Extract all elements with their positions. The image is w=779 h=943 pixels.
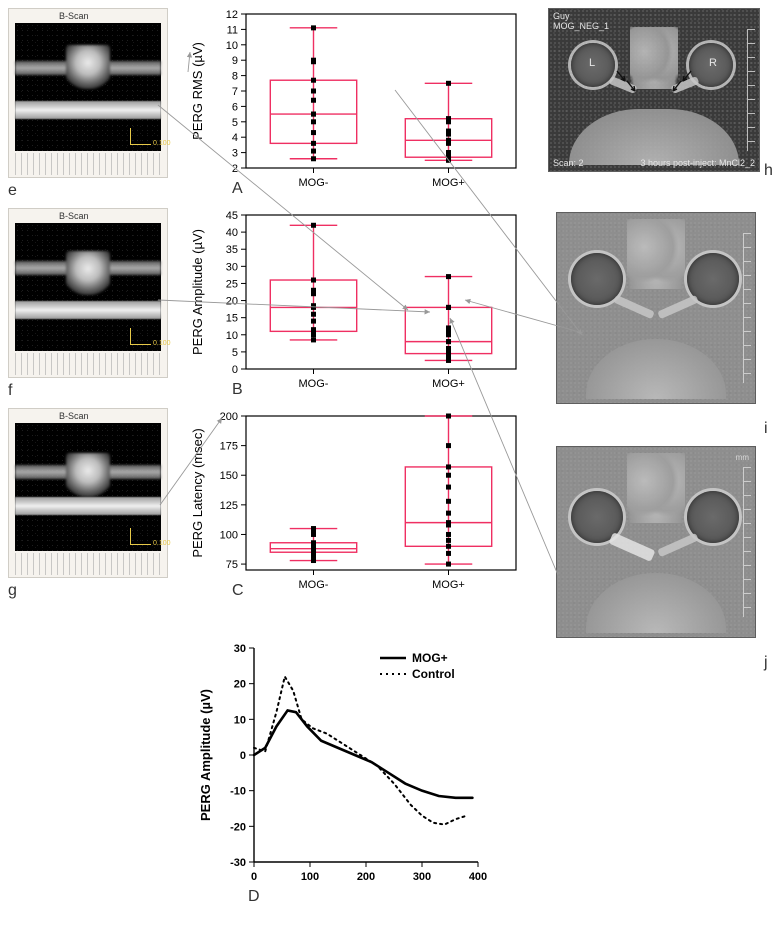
svg-text:0: 0 [232, 364, 238, 376]
svg-text:MOG+: MOG+ [412, 651, 448, 665]
label-i: i [764, 420, 768, 438]
oct-title: B-Scan [59, 211, 89, 221]
oct-scale-label: 0.100 [153, 540, 171, 547]
oct-image: 0.100 [15, 23, 161, 151]
mri-h-topleft: Guy [553, 11, 570, 21]
svg-text:100: 100 [301, 871, 319, 883]
svg-text:200: 200 [220, 411, 238, 423]
oct-axis-ticks [15, 153, 161, 175]
oct-title: B-Scan [59, 11, 89, 21]
svg-text:175: 175 [220, 441, 238, 453]
svg-text:PERG Amplitude (µV): PERG Amplitude (µV) [198, 689, 213, 821]
svg-text:0: 0 [240, 750, 246, 762]
oct-axis-ticks [15, 353, 161, 375]
svg-text:5: 5 [232, 117, 238, 129]
linechart-D: -30-20-1001020300100200300400PERG Amplit… [196, 634, 488, 892]
svg-text:10: 10 [234, 714, 246, 726]
svg-text:400: 400 [469, 871, 487, 883]
mri-panel-j: mm [556, 446, 756, 638]
svg-text:125: 125 [220, 500, 238, 512]
svg-text:40: 40 [226, 227, 238, 239]
svg-text:-20: -20 [230, 821, 246, 833]
label-g: g [8, 582, 17, 600]
boxplot-C: 75 100 125 150 175 200 PERG Latency (msec) MOG-… [188, 408, 528, 596]
mri-panel-h: Guy MOG_NEG_1 L R Scan: 2 3 hours post-i… [548, 8, 760, 172]
svg-text:6: 6 [232, 101, 238, 113]
boxplot-A: 2 3 4 5 6 7 8 9 10 11 12 PERG RMS (µV) MOG- MOG+ [188, 6, 528, 194]
oct-scale-label: 0.100 [153, 340, 171, 347]
svg-text:MOG-: MOG- [299, 378, 329, 390]
svg-text:11: 11 [227, 24, 238, 36]
svg-text:5: 5 [232, 347, 238, 359]
svg-text:PERG Amplitude (µV): PERG Amplitude (µV) [190, 229, 205, 355]
svg-text:0: 0 [251, 871, 257, 883]
label-D: D [248, 888, 260, 906]
oct-image: 0.100 [15, 223, 161, 351]
mri-h-arrow-icon [661, 79, 683, 101]
mri-panel-i [556, 212, 756, 404]
svg-text:25: 25 [226, 278, 238, 290]
svg-text:8: 8 [232, 71, 238, 83]
svg-text:150: 150 [220, 470, 238, 482]
svg-text:-30: -30 [230, 857, 246, 869]
oct-panel-g: B-Scan 0.100 [8, 408, 168, 578]
mri-h-arrow-icon [625, 79, 647, 101]
svg-text:10: 10 [226, 40, 238, 52]
svg-text:PERG RMS (µV): PERG RMS (µV) [190, 42, 205, 140]
svg-text:10: 10 [226, 330, 238, 342]
label-f: f [8, 382, 12, 400]
mri-h-topleft2: MOG_NEG_1 [553, 21, 609, 31]
svg-text:3: 3 [232, 148, 238, 160]
svg-text:35: 35 [226, 244, 238, 256]
oct-axis-ticks [15, 553, 161, 575]
boxplot-B: 0 5 10 15 20 25 30 35 40 45 PERG Amplitude (µV) MOG… [188, 207, 528, 395]
svg-text:30: 30 [234, 643, 246, 655]
svg-text:300: 300 [413, 871, 431, 883]
mri-h-bottom-right: 3 hours post-inject: MnCl2_2 [640, 158, 755, 168]
label-B: B [232, 381, 243, 399]
label-j: j [764, 654, 768, 672]
oct-scale-label: 0.100 [153, 140, 171, 147]
svg-text:9: 9 [232, 55, 238, 67]
svg-text:MOG+: MOG+ [432, 378, 465, 390]
label-C: C [232, 582, 244, 600]
svg-text:-10: -10 [230, 786, 246, 798]
svg-text:30: 30 [226, 261, 238, 273]
svg-text:2: 2 [232, 163, 238, 175]
svg-text:4: 4 [232, 132, 238, 144]
mri-scalebar [743, 233, 751, 383]
oct-title: B-Scan [59, 411, 89, 421]
svg-text:100: 100 [220, 529, 238, 541]
label-e: e [8, 182, 17, 200]
svg-text:12: 12 [226, 9, 238, 21]
svg-text:20: 20 [226, 296, 238, 308]
svg-text:Control: Control [412, 667, 455, 681]
svg-text:MOG-: MOG- [299, 579, 329, 591]
mri-h-L: L [589, 57, 595, 69]
svg-text:75: 75 [226, 559, 238, 571]
svg-text:MOG+: MOG+ [432, 177, 465, 189]
mri-scalebar [747, 29, 755, 151]
svg-text:PERG Latency (msec): PERG Latency (msec) [190, 428, 205, 557]
svg-text:200: 200 [357, 871, 375, 883]
svg-text:20: 20 [234, 679, 246, 691]
svg-text:MOG+: MOG+ [432, 579, 465, 591]
oct-panel-f: B-Scan 0.100 [8, 208, 168, 378]
label-h: h [764, 162, 773, 180]
mri-h-R: R [709, 57, 717, 69]
svg-text:45: 45 [226, 210, 238, 222]
oct-panel-e: B-Scan 0.100 [8, 8, 168, 178]
oct-image: 0.100 [15, 423, 161, 551]
mri-scalebar [743, 467, 751, 617]
svg-text:15: 15 [226, 313, 238, 325]
svg-text:MOG-: MOG- [299, 177, 329, 189]
svg-text:7: 7 [232, 86, 238, 98]
label-A: A [232, 180, 243, 198]
mri-h-scan: Scan: 2 [553, 158, 584, 168]
